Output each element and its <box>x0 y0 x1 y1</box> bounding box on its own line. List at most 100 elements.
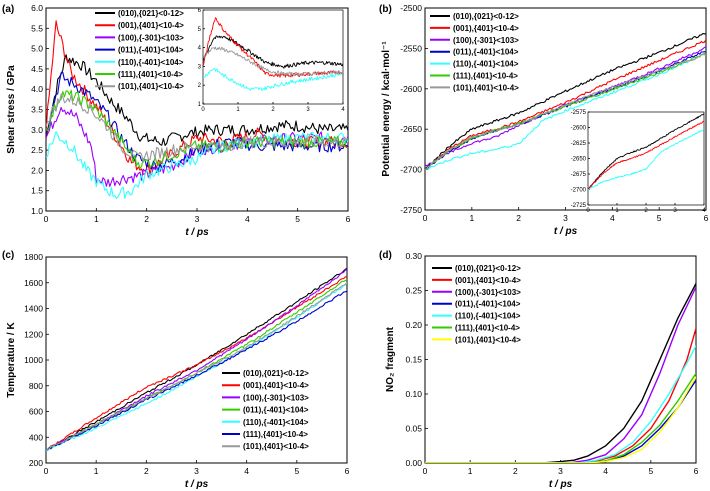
y-tick-label: -2600 <box>400 84 422 94</box>
y-tick-label: 0.20 <box>405 320 422 330</box>
series-group <box>203 17 343 92</box>
legend-entry: (111),{401}<10-4> <box>243 430 308 439</box>
y-tick-label: 5.5 <box>31 23 43 33</box>
y-tick-label: 0.30 <box>405 251 422 261</box>
x-tick-label: 5 <box>294 466 299 476</box>
y-tick-label: 200 <box>29 458 43 468</box>
legend-entry: (101),{401}<10-4> <box>118 82 184 91</box>
legend-entry: (111),{401}<10-4> <box>118 70 183 79</box>
legend: (010),{021}<0-12> (001),{401}<10-4> (100),… <box>95 9 184 91</box>
x-tick-label: 2 <box>144 214 149 224</box>
x-tick-label: 2 <box>271 107 275 113</box>
legend-entry: (010),{021}<0-12> <box>455 264 521 273</box>
x-tick-label: 0 <box>201 107 205 113</box>
panel-label: (b) <box>379 4 392 15</box>
panel-label: (a) <box>2 4 14 15</box>
series-line <box>425 283 696 463</box>
y-tick-label: 6.0 <box>31 3 43 13</box>
legend-entry: (101),{401}<10-4> <box>243 442 309 451</box>
y-tick-label: 800 <box>29 381 43 391</box>
y-tick-label: -2700 <box>400 165 422 175</box>
y-axis-label: NO₂ fragment <box>385 326 396 392</box>
y-tick-label: 4 <box>198 46 202 52</box>
series-line <box>588 128 704 191</box>
x-tick-label: 1 <box>94 214 99 224</box>
x-tick-label: 6 <box>694 466 699 476</box>
series-line <box>46 276 347 452</box>
x-tick-label: 6 <box>346 214 351 224</box>
series-line <box>588 120 704 190</box>
x-axis-label: t / ps <box>185 227 209 238</box>
series-line <box>203 35 343 69</box>
y-tick-label: -2500 <box>400 3 422 13</box>
x-tick-label: 1 <box>468 466 473 476</box>
x-tick-label: 1 <box>615 208 619 214</box>
y-tick-label: 5 <box>198 27 202 33</box>
x-tick-label: 4 <box>702 208 706 214</box>
y-tick-label: 2.0 <box>31 165 43 175</box>
y-tick-label: 400 <box>29 432 43 442</box>
panel-label: (d) <box>379 250 392 261</box>
inset-frame <box>202 9 344 105</box>
chart-panel-2: (b) 0 1 2 3 4 5 6 -2750 -2700 -2650 -2600 -2550 -2500… <box>379 3 709 237</box>
y-tick-label: 4.5 <box>31 64 43 74</box>
legend-entry: (111),{401}<10-4> <box>455 324 520 333</box>
x-tick-label: 1 <box>469 213 474 223</box>
x-tick-label: 3 <box>558 466 563 476</box>
inset-chart: 0 1 2 3 4 -2725 -2700 -2675 -2650 -2625 -2600 -2575 <box>571 110 707 214</box>
y-tick-label: -2575 <box>571 110 587 116</box>
y-tick-label: 0.00 <box>405 458 422 468</box>
series-line <box>46 54 348 146</box>
y-tick-label: 1800 <box>24 252 43 262</box>
x-tick-label: 5 <box>657 213 662 223</box>
x-tick-label: 3 <box>673 208 677 214</box>
legend-entry: (110),{-401}<104> <box>118 58 184 67</box>
x-tick-label: 0 <box>423 466 428 476</box>
y-tick-label: 6 <box>198 8 202 14</box>
y-tick-label: 1600 <box>24 278 43 288</box>
y-tick-label: 600 <box>29 407 43 417</box>
legend-entry: (100),{-301}<103> <box>118 33 184 42</box>
legend-entry: (010),{021}<0-12> <box>453 12 519 21</box>
series-line <box>425 53 706 170</box>
legend-entry: (011),{-401}<104> <box>455 300 521 309</box>
series-line <box>425 376 696 463</box>
legend-entry: (001),{401}<10-4> <box>455 276 521 285</box>
x-tick-label: 6 <box>345 466 350 476</box>
y-tick-label: 5.0 <box>31 44 43 54</box>
series-line <box>46 281 347 451</box>
y-axis-label: Temperature / K <box>6 322 17 398</box>
x-axis-label: t / ps <box>549 479 573 490</box>
x-tick-label: 1 <box>236 107 240 113</box>
legend: (010),{021}<0-12> (001),{401}<10-4> (100),… <box>430 12 519 92</box>
y-tick-label: 1.5 <box>31 186 43 196</box>
x-tick-label: 3 <box>195 214 200 224</box>
legend-entry: (101),{401}<10-4> <box>455 335 521 344</box>
series-line <box>203 46 343 77</box>
series-group <box>46 20 348 200</box>
y-tick-label: 2.5 <box>31 145 43 155</box>
series-group <box>588 113 704 191</box>
y-tick-label: -2550 <box>400 43 422 53</box>
legend-entry: (011),{-401}<104> <box>118 46 184 55</box>
y-tick-label: -2725 <box>571 203 587 209</box>
series-line <box>46 290 347 451</box>
y-axis-label: Shear stress / GPa <box>6 65 17 154</box>
y-tick-label: 4.0 <box>31 84 43 94</box>
x-tick-label: 4 <box>610 213 615 223</box>
legend-entry: (100),{-301}<103> <box>455 288 521 297</box>
y-tick-label: 1400 <box>24 304 43 314</box>
series-line <box>46 282 347 452</box>
legend-entry: (101),{401}<10-4> <box>453 83 519 92</box>
series-line <box>425 33 706 170</box>
y-tick-label: -2675 <box>571 172 587 178</box>
chart-panel-1: (a)0 1 2 3 4 5 61.01.52.02.53.03.54.04.55.05.5… <box>2 3 351 238</box>
y-tick-label: 2 <box>198 83 202 89</box>
y-tick-label: 3.5 <box>31 105 43 115</box>
legend-entry: (001),{401}<10-4> <box>118 21 184 30</box>
x-tick-label: 4 <box>603 466 608 476</box>
legend-entry: (011),{-401}<104> <box>453 48 519 57</box>
x-tick-label: 2 <box>516 213 521 223</box>
